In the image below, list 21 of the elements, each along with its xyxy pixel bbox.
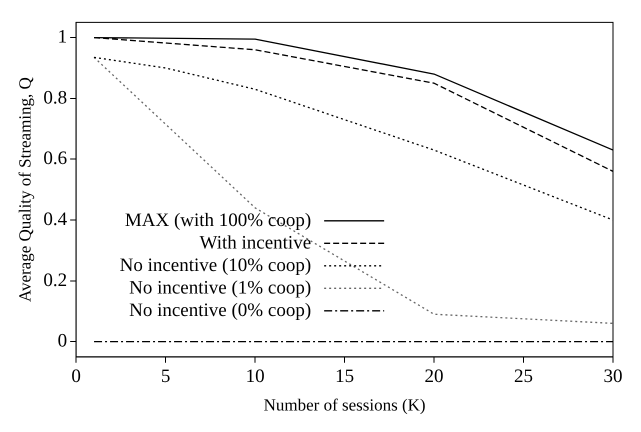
legend-label: No incentive (0% coop): [129, 300, 312, 321]
legend-label: No incentive (1% coop): [129, 277, 312, 298]
y-axis-title: Average Quality of Streaming, Q: [16, 77, 35, 302]
y-tick-label: 0: [58, 330, 68, 352]
x-tick-label: 15: [335, 366, 354, 388]
x-tick-label: 5: [160, 366, 170, 388]
y-tick-label: 0.2: [43, 270, 68, 291]
line-series: [93, 56, 613, 324]
legend-label: With incentive: [200, 232, 312, 254]
x-axis-title: Number of sessions (K): [264, 395, 426, 414]
y-tick-label: 0.4: [43, 208, 68, 230]
x-tick-label: 0: [71, 366, 81, 388]
legend-label: MAX (with 100% coop): [124, 210, 312, 231]
legend-label: No incentive (10% coop): [120, 254, 312, 276]
y-tick-label: 0.8: [43, 87, 68, 108]
y-tick-label: 1: [58, 26, 68, 48]
x-tick-label: 20: [424, 366, 444, 388]
x-tick-label: 10: [246, 366, 265, 388]
x-tick-label: 25: [514, 366, 534, 388]
y-tick-label: 0.6: [43, 148, 68, 170]
x-tick-label: 30: [604, 366, 622, 388]
